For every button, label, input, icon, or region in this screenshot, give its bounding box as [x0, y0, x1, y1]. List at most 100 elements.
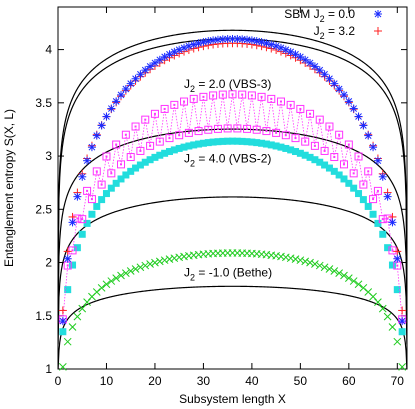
data-point: [95, 170, 98, 173]
data-point: [68, 246, 77, 255]
data-point: [252, 125, 261, 134]
data-point: [296, 149, 304, 157]
data-point: [277, 143, 285, 151]
y-tick-label: 2: [45, 256, 52, 270]
data-point: [141, 158, 149, 166]
data-point: [141, 115, 150, 124]
data-point: [349, 277, 358, 285]
data-point: [151, 153, 159, 161]
data-point: [393, 286, 401, 294]
data-point: [272, 42, 280, 50]
data-point: [330, 267, 339, 275]
data-point: [194, 127, 203, 136]
data-point: [146, 260, 154, 268]
data-point: [93, 202, 101, 210]
data-point: [102, 190, 110, 198]
data-point: [335, 85, 343, 93]
data-point: [103, 113, 110, 120]
y-axis-label: Entanglement entropy S(X, L): [2, 109, 16, 267]
data-point: [69, 219, 76, 226]
data-point: [165, 134, 174, 143]
data-point: [355, 190, 363, 198]
data-point: [97, 284, 106, 292]
x-axis-label: Subsystem length X: [179, 392, 286, 406]
x-tick-label: 70: [391, 374, 405, 388]
data-point: [213, 124, 222, 133]
legend-entry-label: J2 = 3.2: [314, 24, 356, 41]
data-point: [117, 271, 125, 280]
data-point: [255, 128, 258, 131]
series-3: [59, 137, 406, 336]
data-point: [335, 269, 343, 278]
data-point: [59, 317, 67, 325]
data-point: [136, 146, 145, 155]
data-point: [355, 113, 362, 120]
data-point: [388, 323, 397, 331]
data-point: [117, 91, 125, 99]
data-point: [115, 143, 118, 146]
data-point: [100, 183, 103, 186]
data-point: [267, 94, 276, 103]
data-point: [139, 149, 142, 152]
data-point: [68, 323, 77, 331]
data-point: [250, 94, 253, 97]
data-point: [321, 161, 329, 169]
data-point: [107, 277, 116, 285]
data-point: [373, 186, 382, 195]
data-point: [124, 133, 127, 136]
data-point: [98, 196, 106, 204]
data-point: [286, 100, 295, 109]
data-point: [175, 144, 183, 152]
data-point: [66, 264, 69, 267]
data-point: [374, 157, 382, 165]
data-point: [238, 90, 247, 99]
data-point: [383, 312, 392, 321]
data-point: [347, 143, 350, 146]
data-point: [320, 146, 329, 155]
data-point: [87, 195, 96, 204]
data-point: [184, 128, 193, 137]
data-point: [291, 255, 300, 263]
data-point: [301, 56, 309, 64]
data-point: [248, 138, 256, 146]
x-tick-label: 30: [197, 374, 211, 388]
data-point: [350, 105, 358, 112]
data-point: [170, 254, 179, 263]
data-point: [78, 173, 86, 181]
data-point: [178, 134, 181, 137]
data-point: [158, 140, 161, 143]
data-point: [369, 210, 377, 218]
data-point: [204, 139, 212, 147]
data-point: [83, 186, 92, 195]
data-point: [279, 100, 282, 103]
data-point: [221, 93, 224, 96]
data-point: [354, 280, 363, 289]
data-point: [204, 37, 212, 45]
data-point: [359, 284, 368, 292]
fit-curve: [57, 29, 408, 266]
data-point: [236, 127, 239, 130]
data-point: [262, 127, 271, 136]
data-point: [296, 104, 305, 113]
data-point: [78, 304, 87, 313]
data-point: [136, 161, 144, 169]
data-point: [58, 363, 67, 371]
data-point: [381, 218, 384, 221]
data-point: [389, 219, 396, 226]
data-point: [282, 144, 290, 152]
data-point: [384, 193, 391, 200]
data-point: [388, 246, 397, 255]
data-point: [170, 100, 179, 109]
data-point: [233, 137, 241, 145]
x-tick-label: 50: [294, 374, 308, 388]
data-point: [393, 337, 402, 346]
data-point: [78, 215, 87, 224]
data-point: [396, 264, 399, 267]
data-point: [229, 35, 236, 43]
data-point: [161, 149, 169, 157]
data-point: [391, 249, 394, 252]
data-point: [76, 217, 79, 220]
data-point: [310, 141, 319, 150]
data-point: [246, 127, 249, 130]
data-point: [187, 131, 190, 134]
